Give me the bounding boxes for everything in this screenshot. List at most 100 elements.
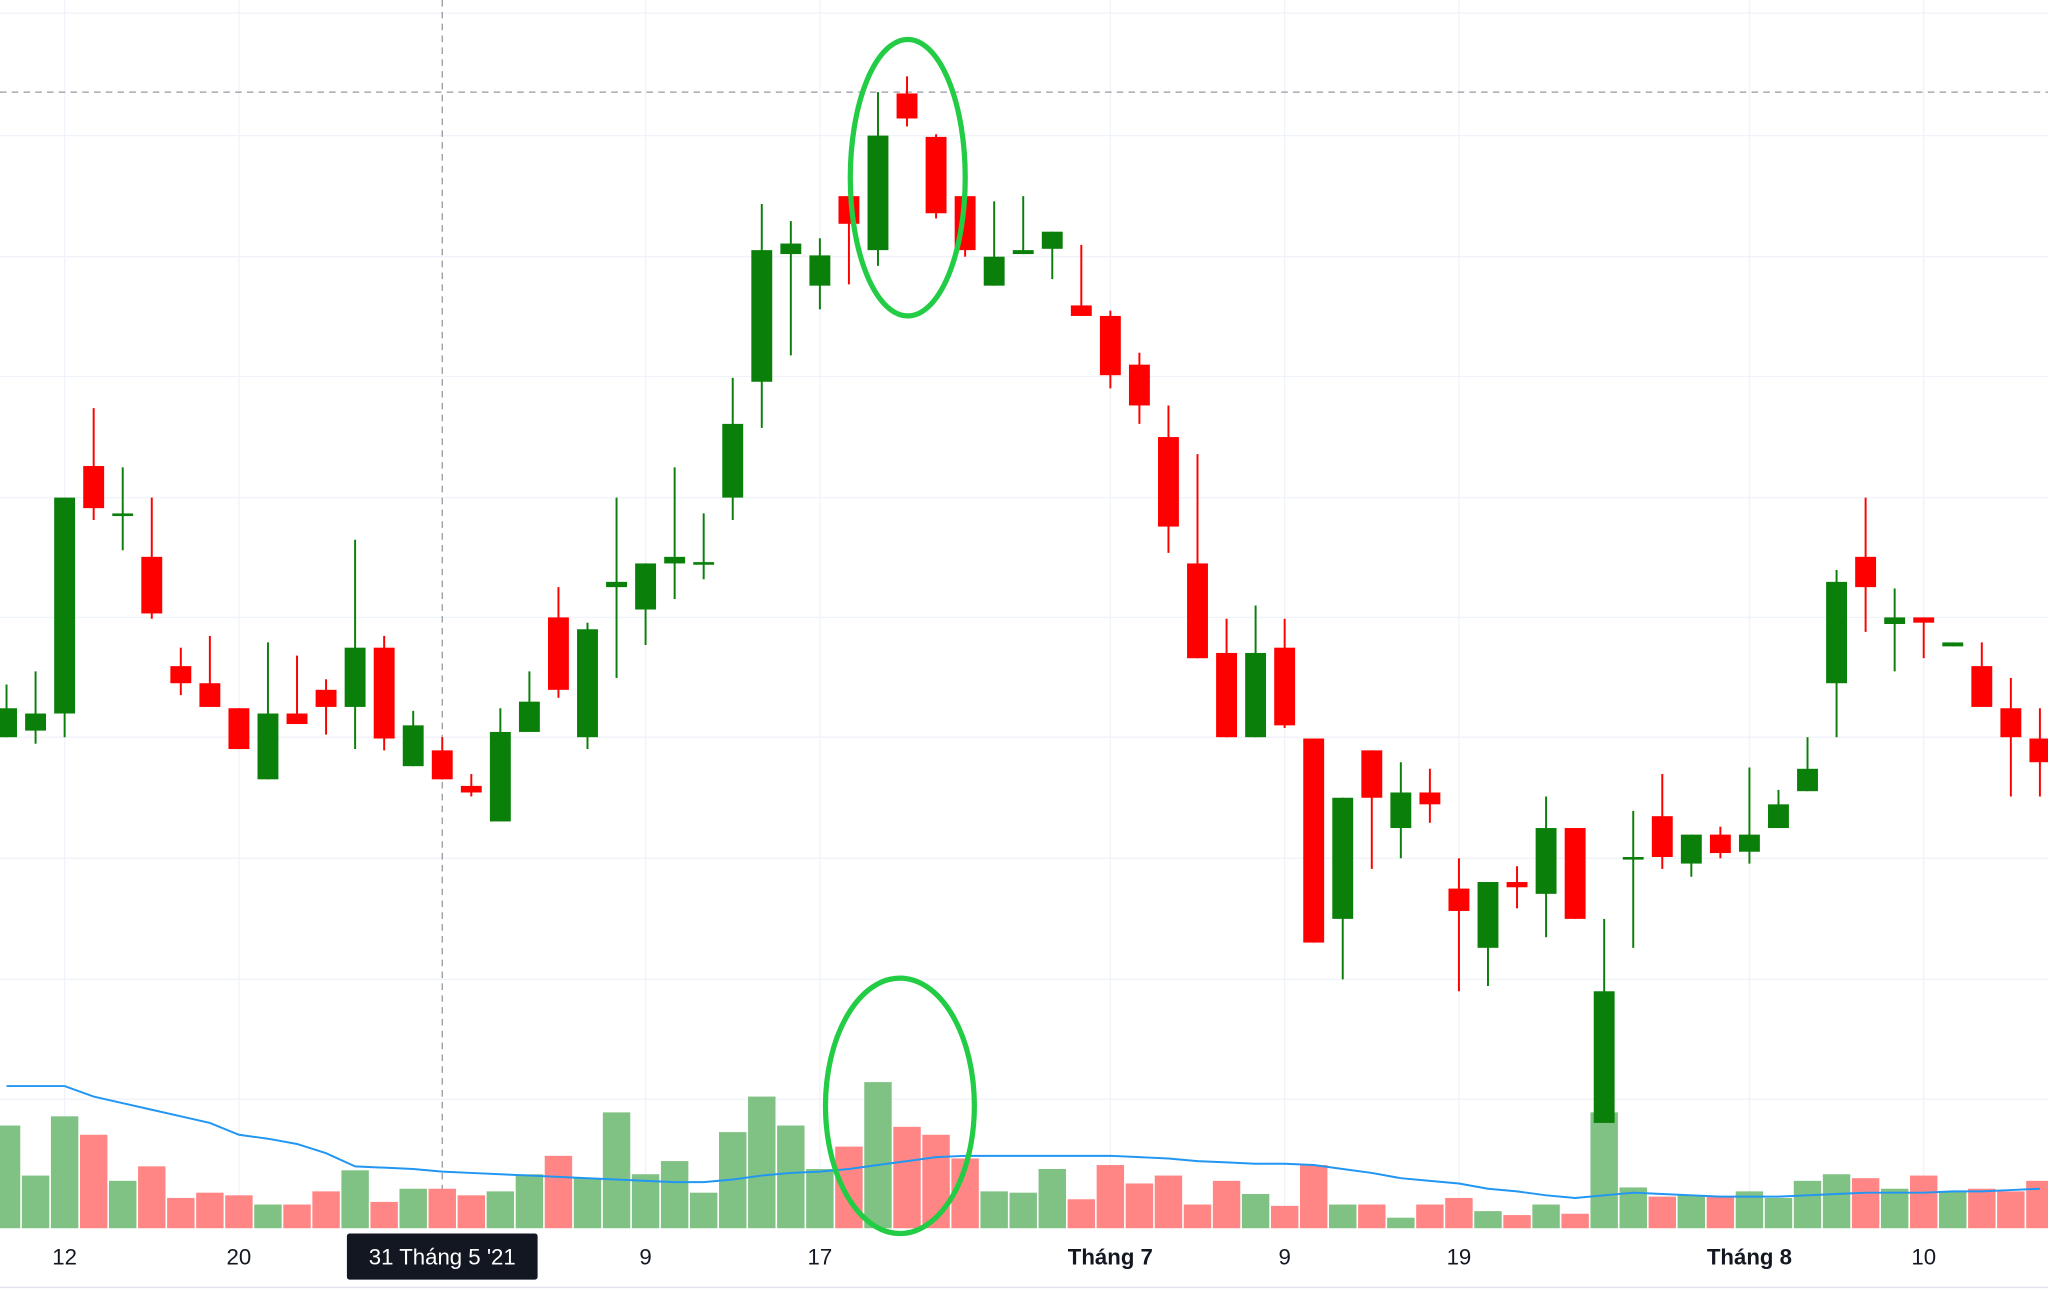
volume-bar [1358,1204,1386,1229]
volume-bar [486,1191,515,1229]
candle-body [199,683,221,707]
x-tick-label: Tháng 7 [1068,1244,1153,1269]
volume-bar [428,1188,456,1229]
candle-body [722,423,744,498]
x-tick-label: 20 [227,1244,252,1269]
volume-bar [1154,1175,1183,1229]
candle-body [1942,642,1964,647]
volume-bar [1270,1205,1299,1229]
volume-bar [1648,1196,1676,1229]
volume-bar [1590,1112,1618,1229]
volume-bar [138,1166,166,1229]
x-tick-label: 12 [52,1244,77,1269]
volume-ma-line [6,1085,2040,1199]
volume-bar [689,1192,718,1229]
candle-body [170,666,192,684]
candle-body [0,708,17,738]
volume-bar [1038,1168,1066,1229]
candle-body [141,556,163,614]
crosshair-label: 31 Tháng 5 '21 [369,1244,516,1269]
candle-body [896,93,918,119]
candle-body [518,701,540,732]
x-tick-label: 10 [1911,1244,1936,1269]
volume-bar [1939,1191,1967,1229]
candle-body [1216,652,1238,738]
candle-body [809,255,831,286]
volume-bar [1445,1197,1473,1229]
volume-bar [254,1204,282,1229]
candle-body [1593,991,1615,1123]
volume-bar [660,1161,689,1229]
candle-body [431,750,453,780]
volume-bar [893,1126,921,1229]
candle-body [54,497,76,714]
candle-body [547,617,569,690]
candle-body [315,689,337,707]
candle-body [1390,792,1412,829]
volume-bar [1416,1204,1444,1229]
volume-pane [0,1082,2048,1229]
volume-bar [1764,1197,1793,1229]
x-tick-label: 17 [808,1244,833,1269]
candle-body [635,563,657,610]
volume-bar [341,1170,369,1229]
volume-bar [370,1201,398,1229]
candle-body [1855,556,1877,588]
candle-body [1564,828,1586,919]
volume-bar [196,1192,224,1229]
candle-body [1797,768,1818,792]
volume-bar [225,1195,253,1229]
candle-body [1274,647,1296,726]
candle-body [925,136,947,214]
candle-body [489,731,511,822]
x-tick-label: 9 [639,1244,651,1269]
volume-bar [777,1125,805,1229]
candle-body [780,243,802,255]
candle-body [577,629,598,738]
candle-body [344,647,366,707]
candle-body [228,708,250,750]
candle-body [25,713,47,731]
volume-bar [1299,1165,1328,1229]
volume-bar [1968,1188,1996,1229]
candle-body [1622,856,1644,860]
volume-bar [1183,1204,1212,1229]
candle-body [606,581,627,588]
candle-body [1506,882,1528,888]
volume-bar [1561,1213,1589,1229]
highlight-ellipse [822,975,977,1237]
candle-body [693,562,715,565]
volume-bar [748,1096,776,1229]
candle-body [1535,828,1557,894]
volume-bar [399,1188,427,1229]
candle-body [2000,708,2022,738]
price-pane [0,76,2048,1123]
volume-bar [1387,1217,1415,1229]
candle-body [1419,792,1441,805]
candle-body [402,725,424,767]
volume-bar [1096,1165,1125,1229]
volume-bar [109,1180,137,1229]
x-tick-label: Tháng 8 [1707,1244,1792,1269]
candle-body [1070,305,1092,316]
volume-bar [631,1174,660,1229]
candle-body [1012,250,1034,255]
candle-body [664,556,686,564]
volume-bar [167,1197,195,1229]
candle-body [1971,666,1993,707]
volume-bar [21,1175,50,1229]
candle-body [1738,834,1760,852]
volume-bar [1706,1196,1735,1229]
x-tick-label: 19 [1447,1244,1472,1269]
volume-bar [573,1178,602,1229]
candle-body [1768,804,1789,829]
volume-bar [1125,1183,1154,1229]
x-tick-label: 9 [1278,1244,1290,1269]
volume-bar [2026,1180,2048,1229]
volume-bar [79,1134,108,1229]
candle-body [112,513,134,517]
candle-body [1099,315,1121,376]
candle-body [1826,581,1848,684]
candle-body [983,256,1005,286]
